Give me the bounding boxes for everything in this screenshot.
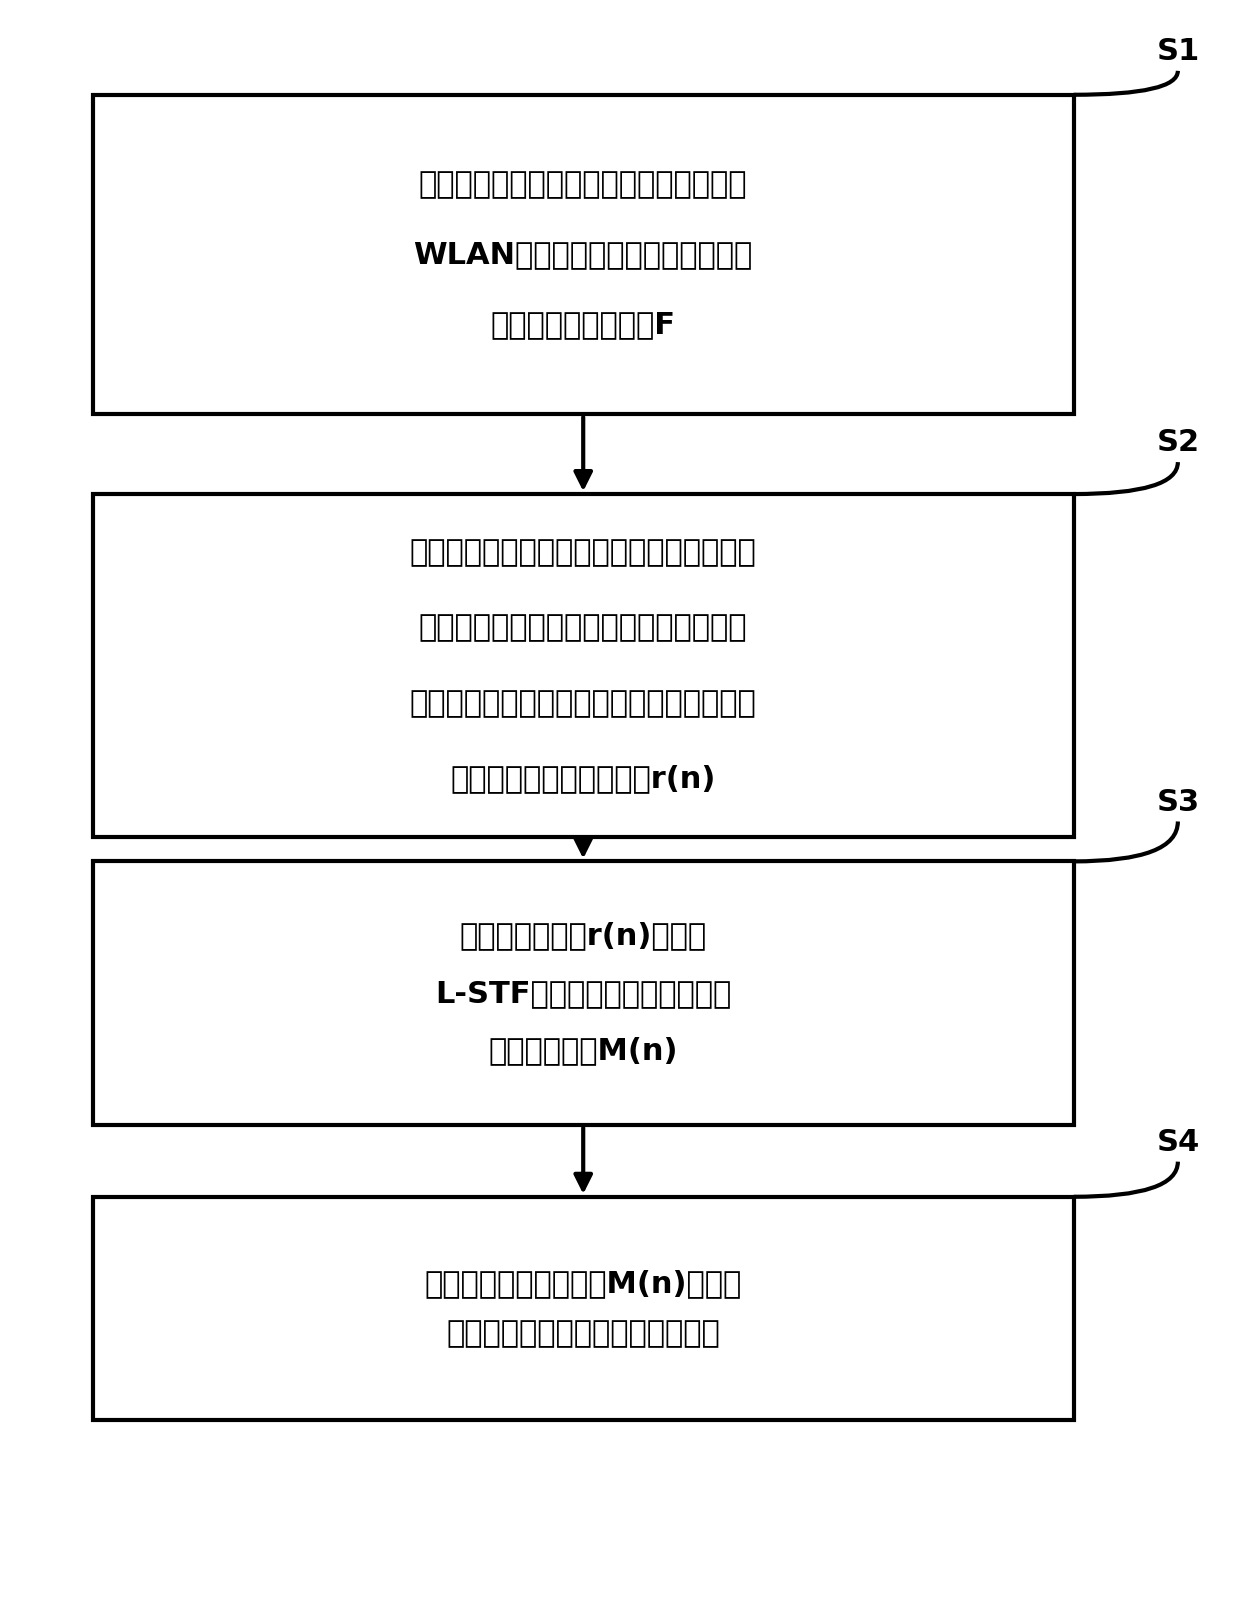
- Text: L-STF实现定时同步，计算得到: L-STF实现定时同步，计算得到: [435, 978, 732, 1007]
- Text: 对得到的基带信号进行处理，根据功率值的: 对得到的基带信号进行处理，根据功率值的: [410, 538, 756, 567]
- Text: 位置，来获得精确的定时估计位置: 位置，来获得精确的定时估计位置: [446, 1319, 720, 1348]
- Bar: [93, 95, 1074, 414]
- Text: S1: S1: [1156, 37, 1199, 66]
- Text: 变化来获取数据帧的上升沿位置和下降沿: 变化来获取数据帧的上升沿位置和下降沿: [419, 614, 748, 643]
- Text: 定时度量函数M(n): 定时度量函数M(n): [489, 1036, 678, 1065]
- Text: 利用得到的数据r(n)，通过: 利用得到的数据r(n)，通过: [460, 920, 707, 950]
- Text: 数据作为完整的一帧数据r(n): 数据作为完整的一帧数据r(n): [450, 765, 715, 794]
- Bar: [93, 862, 1074, 1124]
- Bar: [93, 1197, 1074, 1421]
- Text: S2: S2: [1157, 429, 1199, 458]
- Text: 将其转换成采样率为F: 将其转换成采样率为F: [491, 311, 676, 340]
- Text: 利用矢量信号分析仪对待测件设备发射的: 利用矢量信号分析仪对待测件设备发射的: [419, 169, 748, 198]
- Text: 位置，截取上升沿位置和下降沿位置之间的: 位置，截取上升沿位置和下降沿位置之间的: [410, 690, 756, 719]
- Text: S3: S3: [1157, 788, 1199, 817]
- Text: 通过检测定时度量函数M(n)的峰值: 通过检测定时度量函数M(n)的峰值: [424, 1269, 742, 1298]
- Text: S4: S4: [1156, 1128, 1199, 1157]
- Text: WLAN射频信号进行模数转换处理，: WLAN射频信号进行模数转换处理，: [414, 240, 753, 269]
- Bar: [93, 495, 1074, 838]
